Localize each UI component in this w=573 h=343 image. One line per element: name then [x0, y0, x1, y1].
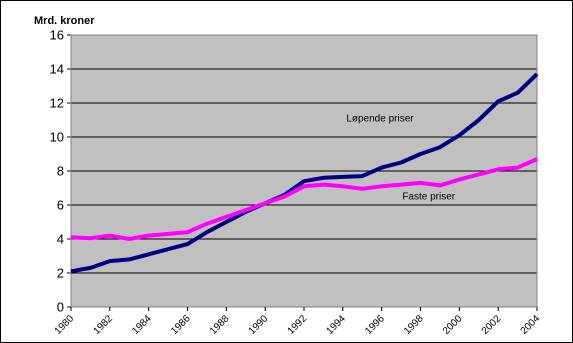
x-tick-label: 1994 — [324, 313, 348, 337]
y-tick-label: 8 — [57, 164, 64, 179]
y-tick-label: 0 — [57, 300, 64, 315]
x-tick-label: 1992 — [286, 313, 310, 337]
x-tick-label: 1986 — [169, 313, 193, 337]
x-tick-label: 1996 — [363, 313, 387, 337]
y-axis-label: Mrd. kroner — [34, 15, 95, 27]
x-tick-label: 1982 — [91, 313, 115, 337]
x-tick-labels: 1980 1982 1984 1986 1988 1990 1992 1994 1996 1998… — [53, 313, 543, 337]
gridlines — [71, 34, 537, 274]
x-tick-label: 1998 — [402, 313, 426, 337]
series-line — [70, 72, 539, 274]
x-tick-label: 2000 — [441, 313, 465, 337]
axes — [67, 34, 538, 311]
series-annotations: Løpende priser Faste priser — [346, 113, 455, 202]
x-tick-label: 1980 — [53, 313, 77, 337]
x-tick-label: 2002 — [480, 313, 504, 337]
y-tick-label: 10 — [50, 130, 64, 145]
series-line — [70, 157, 538, 241]
x-tick-label: 1984 — [130, 313, 154, 337]
x-tick-label: 1990 — [247, 313, 271, 337]
y-tick-label: 16 — [50, 28, 64, 43]
y-tick-label: 12 — [50, 96, 64, 111]
y-tick-label: 4 — [57, 232, 64, 247]
y-tick-labels: 0 2 4 6 8 10 12 14 16 — [50, 28, 64, 315]
y-tick-label: 6 — [57, 198, 64, 213]
series-annotation: Faste priser — [402, 192, 455, 203]
y-tick-label: 2 — [57, 266, 64, 281]
series-annotation: Løpende priser — [346, 113, 414, 124]
x-tick-label: 1988 — [208, 313, 232, 337]
y-tick-label: 14 — [50, 62, 64, 77]
x-tick-label: 2004 — [519, 313, 543, 337]
series-lines — [70, 72, 539, 274]
